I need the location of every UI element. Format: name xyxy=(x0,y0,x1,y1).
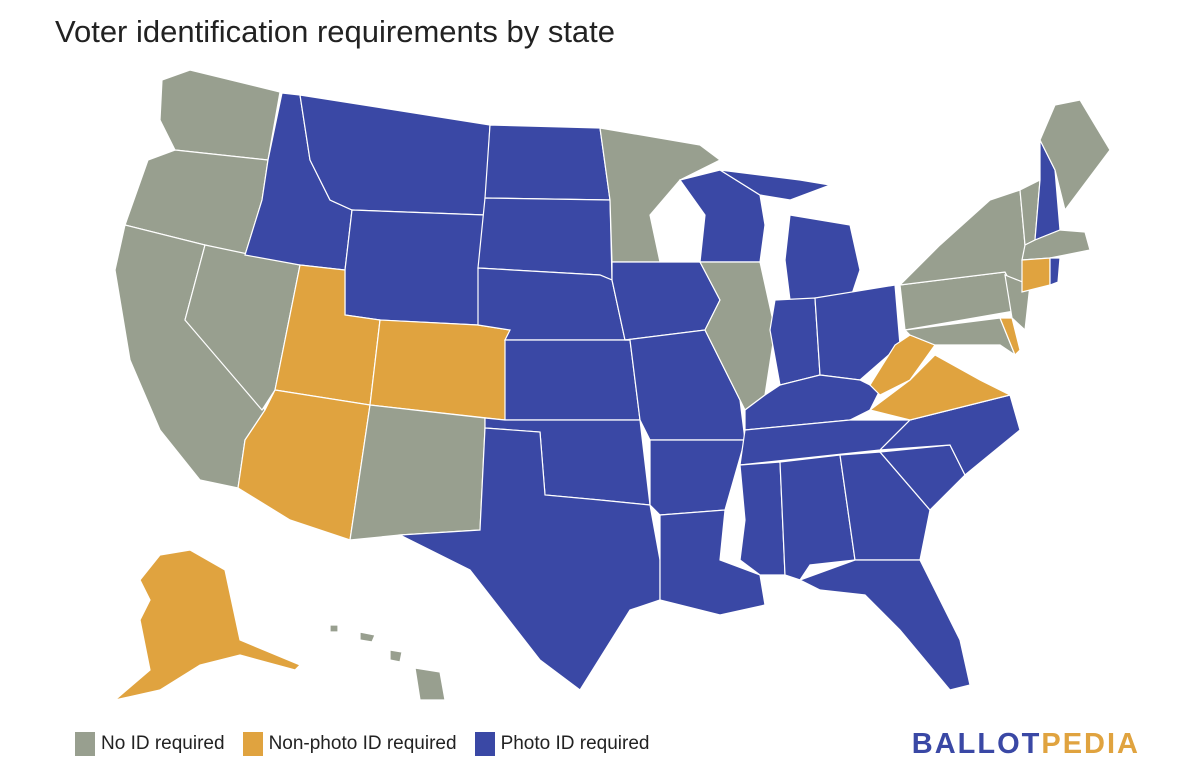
state-ri xyxy=(1049,257,1061,286)
state-ak xyxy=(114,549,302,701)
map-title: Voter identification requirements by sta… xyxy=(55,14,616,49)
logo-part2: PEDIA xyxy=(1041,728,1140,760)
state-shape xyxy=(784,214,861,301)
state-shape xyxy=(359,631,376,643)
state-shape xyxy=(484,124,611,201)
state-mn xyxy=(599,127,722,263)
legend-label: Photo ID required xyxy=(500,733,650,754)
state-shape xyxy=(299,94,491,216)
legend-swatch-none xyxy=(75,732,95,756)
state-shape xyxy=(814,284,901,381)
state-ks xyxy=(504,339,641,421)
state-shape xyxy=(1049,257,1061,286)
state-shape xyxy=(114,549,302,701)
state-fl xyxy=(798,559,971,691)
state-nm xyxy=(349,404,486,541)
state-sd xyxy=(477,197,613,281)
state-shape xyxy=(649,439,746,516)
state-shape xyxy=(739,461,786,576)
state-shape xyxy=(477,197,613,281)
state-shape xyxy=(798,559,971,691)
state-tx xyxy=(397,427,661,691)
state-shape xyxy=(611,261,721,341)
state-in xyxy=(769,297,821,386)
legend-item-photo: Photo ID required xyxy=(474,732,650,756)
ballotpedia-logo: BALLOTPEDIA xyxy=(912,728,1140,761)
state-de xyxy=(999,317,1021,357)
state-shape xyxy=(369,319,511,421)
logo-part1: BALLOT xyxy=(911,728,1042,760)
state-shape xyxy=(504,339,641,421)
state-shape xyxy=(397,427,661,691)
state-shape xyxy=(719,169,833,201)
state-shape xyxy=(344,209,486,326)
legend-item-nonphoto: Non-photo ID required xyxy=(242,732,457,756)
legend-label: Non-photo ID required xyxy=(268,733,457,754)
legend-swatch-photo xyxy=(474,732,495,756)
legend-label: No ID required xyxy=(101,733,225,754)
state-shape xyxy=(1039,99,1111,212)
state-nd xyxy=(484,124,611,201)
state-la xyxy=(659,509,766,616)
state-ms xyxy=(739,461,786,576)
legend-swatch-nonphoto xyxy=(242,732,263,756)
state-co xyxy=(369,319,511,421)
state-shape xyxy=(839,451,931,561)
state-wa xyxy=(159,69,281,161)
legend: No ID required Non-photo ID required Pho… xyxy=(75,732,649,756)
state-shape xyxy=(414,667,446,701)
state-shape xyxy=(659,509,766,616)
state-shape xyxy=(349,404,486,541)
state-shape xyxy=(159,69,281,161)
state-mi xyxy=(719,169,861,301)
state-shape xyxy=(599,127,722,263)
state-shape xyxy=(769,297,821,386)
state-shape xyxy=(389,649,403,663)
state-hi xyxy=(329,624,446,701)
state-shape xyxy=(1021,257,1051,293)
state-ar xyxy=(649,439,746,516)
state-ga xyxy=(839,451,931,561)
state-oh xyxy=(814,284,901,381)
state-shape xyxy=(999,317,1021,357)
legend-item-none: No ID required xyxy=(75,732,225,756)
state-shape xyxy=(329,624,339,633)
state-wy xyxy=(344,209,486,326)
state-mt xyxy=(299,94,491,216)
state-ia xyxy=(611,261,721,341)
state-ct xyxy=(1021,257,1051,293)
state-me xyxy=(1039,99,1111,212)
